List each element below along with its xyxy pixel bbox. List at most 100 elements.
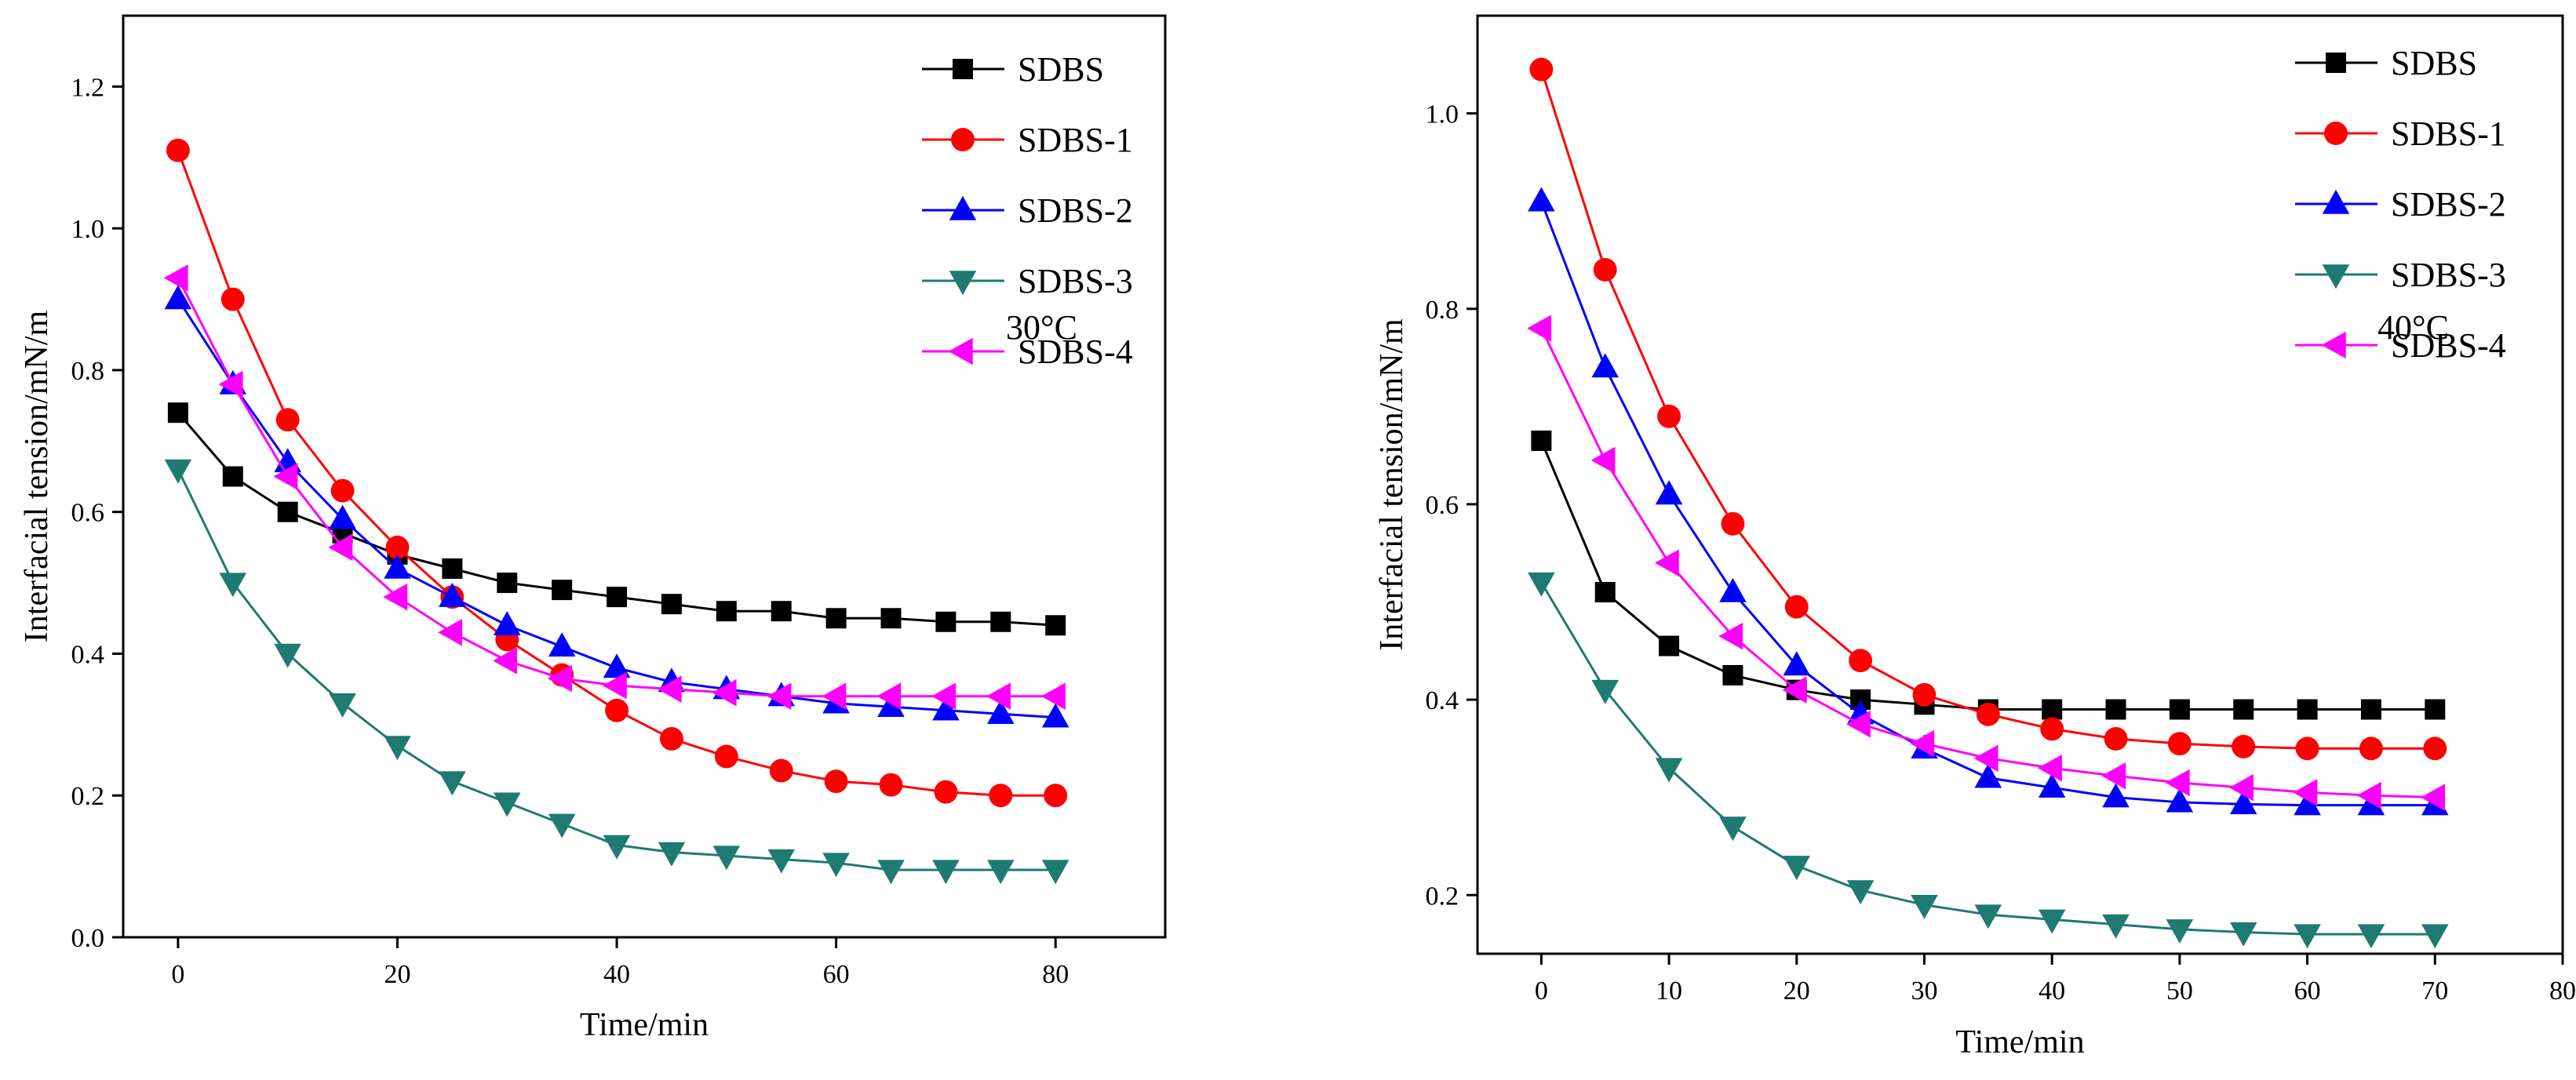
data-point <box>2167 732 2192 756</box>
data-point <box>1529 57 1554 82</box>
data-point <box>164 285 192 310</box>
data-point <box>603 653 631 678</box>
data-point <box>987 700 1015 725</box>
y-tick-label: 0.0 <box>71 924 105 953</box>
data-point <box>2421 924 2449 949</box>
data-point <box>2293 779 2318 806</box>
data-point <box>1659 635 1680 656</box>
data-point <box>987 860 1015 885</box>
series-sdbs <box>1531 430 2446 720</box>
data-point <box>2360 699 2381 720</box>
data-point <box>2294 924 2321 949</box>
data-point <box>714 744 738 769</box>
data-point <box>1911 894 1938 919</box>
x-tick-label: 30 <box>1911 976 1937 1005</box>
data-point <box>2105 699 2126 720</box>
data-point <box>384 554 411 579</box>
data-point <box>1041 703 1069 728</box>
data-point <box>2042 699 2063 720</box>
data-point <box>163 264 188 292</box>
data-point <box>1045 615 1066 636</box>
legend-marker <box>2322 189 2350 214</box>
data-point <box>2356 781 2381 809</box>
data-point <box>220 287 245 311</box>
legend-label: SDBS-1 <box>1018 121 1133 159</box>
data-point <box>439 582 466 607</box>
data-point <box>767 849 796 874</box>
legend-marker <box>2326 53 2346 73</box>
data-point <box>602 671 627 700</box>
data-point <box>1041 682 1066 710</box>
y-tick-label: 0.6 <box>71 499 105 528</box>
data-point <box>1719 816 1747 842</box>
data-point <box>219 573 247 598</box>
legend-label: SDBS-2 <box>1018 191 1133 230</box>
data-point <box>932 696 960 721</box>
data-point <box>879 773 903 797</box>
data-point <box>1782 676 1807 704</box>
series-line <box>1539 440 2436 711</box>
data-point <box>990 611 1011 632</box>
y-tick-label: 0.4 <box>71 640 105 669</box>
legend-label: SDBS-2 <box>2391 185 2506 224</box>
data-point <box>442 558 463 579</box>
data-point <box>1976 702 2000 726</box>
data-point <box>1531 430 1552 451</box>
data-point <box>1591 679 1619 704</box>
data-point <box>497 573 518 594</box>
x-tick-label: 50 <box>2166 976 2193 1005</box>
data-point <box>605 698 629 722</box>
data-point <box>1657 404 1682 428</box>
legend-marker <box>2321 331 2346 359</box>
data-point <box>2295 736 2319 761</box>
data-point <box>822 853 850 878</box>
data-point <box>1974 904 2002 929</box>
x-tick-label: 60 <box>2294 976 2321 1005</box>
legend-label: SDBS-3 <box>2391 256 2506 294</box>
data-point <box>166 138 190 162</box>
data-point <box>164 459 192 484</box>
data-point <box>2104 726 2128 751</box>
data-point <box>274 643 301 668</box>
data-point <box>1655 480 1683 505</box>
data-point <box>1910 729 1935 758</box>
data-point <box>329 504 356 529</box>
data-point <box>2038 909 2066 934</box>
data-point <box>2297 699 2318 720</box>
x-tick-label: 40 <box>2039 976 2065 1005</box>
x-tick-label: 80 <box>1042 960 1069 989</box>
y-tick-label: 0.8 <box>71 357 105 386</box>
data-point <box>383 583 408 611</box>
x-tick-label: 0 <box>171 960 184 989</box>
data-point <box>1590 446 1616 475</box>
data-point <box>661 594 682 615</box>
series-sdbs-1 <box>166 138 1068 808</box>
series-sdbs-4 <box>163 264 1066 710</box>
data-point <box>934 780 958 804</box>
data-point <box>1974 763 2002 788</box>
data-point <box>607 587 628 608</box>
y-tick-label: 1.2 <box>71 73 105 102</box>
data-point <box>1722 664 1743 685</box>
data-point <box>1527 315 1552 342</box>
legend-marker <box>2324 122 2348 145</box>
data-point <box>1784 595 1809 619</box>
legend-marker <box>948 337 973 365</box>
y-tick-label: 0.2 <box>1426 882 1459 911</box>
legend-label: SDBS-1 <box>2391 115 2506 153</box>
plot-frame <box>1476 14 2564 955</box>
data-point <box>1783 651 1811 676</box>
series-sdbs-3 <box>164 459 1069 885</box>
data-point <box>1591 353 1619 378</box>
y-tick-label: 1.0 <box>71 215 105 244</box>
data-point <box>1719 577 1747 602</box>
data-point <box>439 771 466 796</box>
x-tick-label: 0 <box>1535 976 1548 1005</box>
series-sdbs-4 <box>1527 315 2446 811</box>
legend-marker <box>2322 264 2350 289</box>
data-point <box>329 693 356 718</box>
legend: SDBS SDBS-1 SDBS-2 SDBS-3 SDBS-4 <box>922 50 1133 371</box>
data-point <box>1718 622 1743 650</box>
data-point <box>712 678 737 707</box>
